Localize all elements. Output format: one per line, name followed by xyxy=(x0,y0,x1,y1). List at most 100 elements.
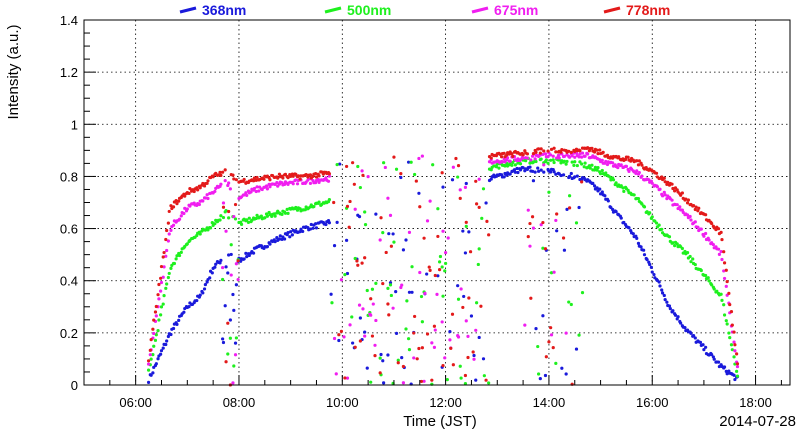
data-point xyxy=(264,184,269,188)
data-point xyxy=(707,279,711,283)
data-point xyxy=(564,331,568,335)
data-point xyxy=(649,265,653,269)
data-point xyxy=(716,227,721,231)
data-point xyxy=(208,276,212,280)
data-point xyxy=(526,235,530,239)
data-point xyxy=(684,197,688,201)
data-point xyxy=(562,154,567,158)
data-point xyxy=(446,236,450,240)
data-point xyxy=(562,159,567,163)
data-point xyxy=(369,380,373,384)
data-point xyxy=(575,163,579,168)
data-point xyxy=(508,172,512,176)
data-point xyxy=(294,205,298,210)
data-point xyxy=(203,282,207,287)
data-point xyxy=(311,226,315,230)
data-point xyxy=(554,172,558,176)
data-point xyxy=(247,216,251,220)
data-point xyxy=(720,257,724,262)
data-point xyxy=(159,313,163,317)
data-point xyxy=(164,342,168,347)
data-point xyxy=(165,282,169,286)
data-point xyxy=(187,305,191,309)
data-point xyxy=(467,230,471,234)
data-point xyxy=(735,374,740,378)
data-point xyxy=(569,302,573,307)
data-point xyxy=(701,343,705,347)
data-point xyxy=(401,248,406,252)
data-point xyxy=(487,160,492,164)
data-point xyxy=(722,276,727,281)
data-point xyxy=(192,189,196,194)
data-point xyxy=(242,257,246,261)
data-point xyxy=(554,218,558,223)
data-point xyxy=(521,156,525,160)
legend-swatch xyxy=(603,6,621,14)
data-point xyxy=(289,174,293,178)
data-point xyxy=(704,213,708,217)
data-point xyxy=(634,171,638,175)
data-point xyxy=(543,152,548,156)
data-point xyxy=(276,176,280,180)
data-point xyxy=(146,359,151,363)
data-point xyxy=(182,211,186,216)
data-point xyxy=(481,187,486,191)
data-point xyxy=(242,177,246,182)
data-point xyxy=(481,357,486,361)
data-point xyxy=(530,154,535,158)
data-point xyxy=(167,232,171,236)
data-point xyxy=(666,180,670,184)
data-point xyxy=(167,271,171,276)
data-point xyxy=(683,326,687,330)
data-point xyxy=(396,361,400,365)
data-point xyxy=(662,293,666,298)
legend-item-675nm: 675nm xyxy=(471,2,538,18)
data-point xyxy=(205,193,209,197)
data-point xyxy=(420,346,424,350)
data-point xyxy=(456,335,461,339)
data-point xyxy=(528,244,532,248)
data-point xyxy=(706,276,710,280)
legend-item-500nm: 500nm xyxy=(324,2,391,18)
data-point xyxy=(201,181,205,186)
data-point xyxy=(363,330,367,334)
data-point xyxy=(702,234,706,238)
data-point xyxy=(592,168,597,172)
data-point xyxy=(595,168,599,172)
data-point xyxy=(227,209,231,214)
data-point xyxy=(159,349,164,353)
data-point xyxy=(735,369,739,373)
data-point xyxy=(406,337,411,341)
data-point xyxy=(663,193,667,197)
data-point xyxy=(635,236,639,240)
data-point xyxy=(428,268,432,272)
data-point xyxy=(458,188,462,192)
data-point xyxy=(722,261,727,265)
data-point xyxy=(337,338,341,343)
data-point xyxy=(560,148,564,152)
data-point xyxy=(472,357,476,361)
data-point xyxy=(598,187,602,191)
data-point xyxy=(639,245,643,249)
data-point xyxy=(146,380,151,384)
data-point xyxy=(187,191,191,195)
data-point xyxy=(541,220,545,225)
data-point xyxy=(227,216,231,220)
data-point xyxy=(466,355,470,360)
data-point xyxy=(201,199,205,203)
data-point xyxy=(582,165,586,169)
data-point xyxy=(384,250,388,255)
data-point xyxy=(547,340,551,344)
data-point xyxy=(172,261,177,266)
data-point xyxy=(577,333,581,337)
data-point xyxy=(552,160,556,165)
y-tick-label: 1.4 xyxy=(60,13,78,28)
data-point xyxy=(484,201,488,205)
data-point xyxy=(616,165,620,170)
data-point xyxy=(513,163,517,167)
data-point xyxy=(596,152,600,156)
data-point xyxy=(148,348,152,352)
data-point xyxy=(314,222,318,226)
data-point xyxy=(699,268,703,273)
data-point xyxy=(175,202,179,206)
